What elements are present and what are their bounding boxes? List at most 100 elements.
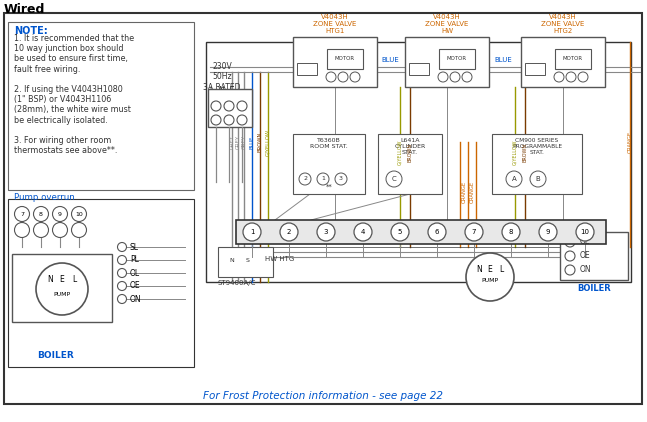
Text: T6360B
ROOM STAT.: T6360B ROOM STAT. xyxy=(310,138,348,149)
Text: 1. It is recommended that the: 1. It is recommended that the xyxy=(14,34,134,43)
Text: BROWN: BROWN xyxy=(408,143,413,162)
Circle shape xyxy=(118,295,127,303)
Circle shape xyxy=(462,72,472,82)
Text: BROWN: BROWN xyxy=(523,143,527,162)
Circle shape xyxy=(450,72,460,82)
Bar xyxy=(8,22,194,190)
Bar xyxy=(327,49,363,69)
Text: 2: 2 xyxy=(287,229,291,235)
Text: ORANGE: ORANGE xyxy=(470,181,474,203)
Circle shape xyxy=(438,72,448,82)
Circle shape xyxy=(565,265,575,275)
Circle shape xyxy=(237,115,247,125)
Circle shape xyxy=(578,72,588,82)
Bar xyxy=(218,247,273,277)
Text: 230V
50Hz
3A RATED: 230V 50Hz 3A RATED xyxy=(203,62,241,92)
Text: V4043H
ZONE VALVE
HTG1: V4043H ZONE VALVE HTG1 xyxy=(313,14,356,34)
Circle shape xyxy=(224,115,234,125)
Text: 3: 3 xyxy=(324,229,328,235)
Text: BOILER: BOILER xyxy=(577,284,611,293)
Bar xyxy=(12,254,112,322)
Text: HW HTG: HW HTG xyxy=(265,256,294,262)
Circle shape xyxy=(118,255,127,265)
Text: BOILER: BOILER xyxy=(37,351,73,360)
Text: 8: 8 xyxy=(509,229,513,235)
Text: OL: OL xyxy=(580,238,590,246)
Text: be electrically isolated.: be electrically isolated. xyxy=(14,116,108,124)
Text: 5: 5 xyxy=(398,229,402,235)
Text: L: L xyxy=(72,276,76,284)
Text: ON: ON xyxy=(130,295,142,303)
Circle shape xyxy=(354,223,372,241)
Text: L: L xyxy=(499,265,503,273)
Circle shape xyxy=(506,171,522,187)
Text: L  N  E: L N E xyxy=(210,86,234,95)
Circle shape xyxy=(14,222,30,238)
Text: 10: 10 xyxy=(75,211,83,216)
Text: E: E xyxy=(60,276,64,284)
Text: 8: 8 xyxy=(39,211,43,216)
Text: N: N xyxy=(230,257,234,262)
Text: 4: 4 xyxy=(361,229,365,235)
Circle shape xyxy=(72,206,87,222)
Text: fault free wiring.: fault free wiring. xyxy=(14,65,80,73)
Bar xyxy=(492,134,582,194)
Text: Wired: Wired xyxy=(4,3,45,16)
Circle shape xyxy=(34,222,49,238)
Bar xyxy=(525,63,545,75)
Circle shape xyxy=(350,72,360,82)
Text: 2. If using the V4043H1080: 2. If using the V4043H1080 xyxy=(14,85,123,94)
Text: For Frost Protection information - see page 22: For Frost Protection information - see p… xyxy=(203,391,443,401)
Circle shape xyxy=(386,171,402,187)
Text: PUMP: PUMP xyxy=(481,279,499,284)
Text: GREY: GREY xyxy=(230,135,234,149)
Circle shape xyxy=(465,223,483,241)
Circle shape xyxy=(211,101,221,111)
Text: BLUE: BLUE xyxy=(494,57,512,63)
Text: 7: 7 xyxy=(20,211,24,216)
Bar xyxy=(409,63,429,75)
Text: 1: 1 xyxy=(250,229,254,235)
Bar xyxy=(293,37,377,87)
Text: PL: PL xyxy=(130,255,139,265)
Circle shape xyxy=(118,268,127,278)
Text: 3. For wiring other room: 3. For wiring other room xyxy=(14,136,111,145)
Circle shape xyxy=(566,72,576,82)
Circle shape xyxy=(36,263,88,315)
Text: **: ** xyxy=(325,184,333,190)
Text: N: N xyxy=(47,276,53,284)
Bar xyxy=(206,42,631,282)
Circle shape xyxy=(211,115,221,125)
Text: ORANGE: ORANGE xyxy=(461,181,466,203)
Circle shape xyxy=(502,223,520,241)
Text: B: B xyxy=(536,176,540,182)
Text: BLUE: BLUE xyxy=(381,57,399,63)
Text: 9: 9 xyxy=(546,229,550,235)
Circle shape xyxy=(338,72,348,82)
Text: ON: ON xyxy=(580,265,591,274)
Text: MOTOR: MOTOR xyxy=(335,57,355,62)
Circle shape xyxy=(565,251,575,261)
Text: Pump overrun: Pump overrun xyxy=(14,193,75,202)
Text: thermostats see above**.: thermostats see above**. xyxy=(14,146,117,155)
Text: MOTOR: MOTOR xyxy=(447,57,467,62)
Text: 7: 7 xyxy=(472,229,476,235)
Text: G/YELLOW: G/YELLOW xyxy=(397,139,402,165)
Text: NOTE:: NOTE: xyxy=(14,26,48,36)
Circle shape xyxy=(118,281,127,290)
Circle shape xyxy=(14,206,30,222)
Text: 6: 6 xyxy=(435,229,439,235)
Text: BROWN: BROWN xyxy=(258,132,263,152)
Text: V4043H
ZONE VALVE
HTG2: V4043H ZONE VALVE HTG2 xyxy=(542,14,585,34)
Circle shape xyxy=(72,222,87,238)
Text: (1" BSP) or V4043H1106: (1" BSP) or V4043H1106 xyxy=(14,95,111,104)
Circle shape xyxy=(466,253,514,301)
Text: G/YELLOW: G/YELLOW xyxy=(265,128,270,156)
Text: CM900 SERIES
PROGRAMMABLE
STAT.: CM900 SERIES PROGRAMMABLE STAT. xyxy=(512,138,562,154)
Text: GREY: GREY xyxy=(236,135,241,149)
Circle shape xyxy=(317,223,335,241)
Text: be used to ensure first time,: be used to ensure first time, xyxy=(14,54,128,63)
Circle shape xyxy=(299,173,311,185)
Bar xyxy=(378,134,442,194)
Text: S: S xyxy=(246,257,250,262)
